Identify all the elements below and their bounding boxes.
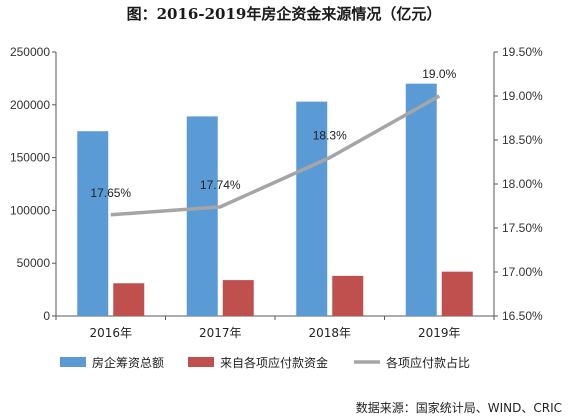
y-left-tick-label: 0 <box>43 309 50 323</box>
x-tick-label: 2016年 <box>89 326 132 340</box>
bar-financing-total <box>405 83 437 317</box>
line-series <box>110 94 441 217</box>
x-tick-label: 2017年 <box>199 326 242 340</box>
bar-payables-funds <box>113 283 145 316</box>
y-right-tick-label: 19.00% <box>502 89 543 103</box>
line-payables-share <box>110 94 441 217</box>
chart-title: 图：2016-2019年房企资金来源情况（亿元） <box>127 5 442 23</box>
bar-payables-funds <box>332 275 364 316</box>
bar-financing-total <box>296 101 328 317</box>
legend-payables-funds-swatch <box>188 357 214 367</box>
y-right-tick-label: 18.00% <box>502 177 543 191</box>
legend-payables-share-label: 各项应付款占比 <box>386 355 470 370</box>
y-right-tick-label: 17.00% <box>502 265 543 279</box>
line-data-label: 18.3% <box>313 129 347 143</box>
line-data-label: 17.74% <box>200 178 241 192</box>
legend-payables-funds-label: 来自各项应付款资金 <box>220 355 328 370</box>
legend-financing-total-label: 房企筹资总额 <box>92 355 164 370</box>
y-left-tick-label: 150000 <box>10 151 50 165</box>
y-left-tick-label: 100000 <box>10 203 50 217</box>
line-data-label: 17.65% <box>90 186 131 200</box>
bar-financing-total <box>186 116 218 316</box>
y-right-tick-label: 17.50% <box>502 221 543 235</box>
data-labels: 17.65% 17.74% 18.3% 19.0% <box>90 67 456 200</box>
y-right-tick-label: 18.50% <box>502 133 543 147</box>
y-left-tick-label: 50000 <box>17 256 51 270</box>
x-tick-label: 2019年 <box>418 326 461 340</box>
legend-financing-total-swatch <box>60 357 86 367</box>
line-data-label: 19.0% <box>422 67 456 81</box>
y-right-tick-label: 16.50% <box>502 309 543 323</box>
bar-financing-total <box>77 131 109 316</box>
y-left-tick-label: 250000 <box>10 45 50 59</box>
source-note: 数据来源：国家统计局、WIND、CRIC <box>356 400 562 415</box>
y-left-tick-label: 200000 <box>10 98 50 112</box>
bar-payables-funds <box>441 271 473 316</box>
bar-payables-funds <box>222 280 254 316</box>
bars <box>77 83 473 317</box>
legend: 房企筹资总额 来自各项应付款资金 各项应付款占比 <box>60 355 470 370</box>
y-right-tick-label: 19.50% <box>502 45 543 59</box>
axes: 0 50000 100000 150000 200000 250000 16.50% 17.0… <box>10 45 543 340</box>
x-tick-label: 2018年 <box>308 326 351 340</box>
